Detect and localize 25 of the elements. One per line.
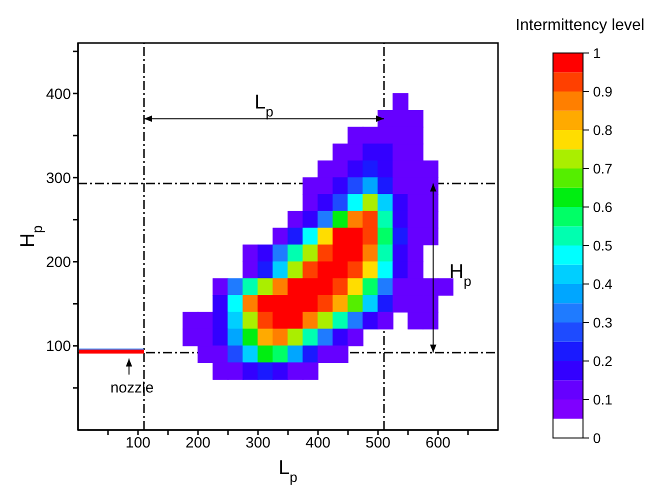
- color-bar-label: 0.1: [593, 392, 613, 408]
- color-bar-label: 0.6: [593, 199, 613, 215]
- x-tick-label: 400: [305, 434, 331, 452]
- color-bar-label: 0: [593, 430, 601, 446]
- color-bar-label: 0.7: [593, 160, 613, 176]
- x-axis-title: L$_{p}$: [278, 457, 298, 485]
- y-tick-label: 300: [46, 170, 71, 187]
- x-tick-label: 300: [245, 434, 271, 452]
- color-bar-label: 0.5: [593, 238, 613, 254]
- color-bar-label: 1: [593, 45, 601, 61]
- y-tick-label: 100: [46, 338, 71, 356]
- color-bar-label: 0.3: [593, 314, 613, 330]
- color-bar-label: 0.2: [593, 353, 613, 369]
- y-tick-label: 200: [46, 254, 71, 272]
- color-bar-title: Intermittency level: [516, 17, 644, 34]
- annotation: L$_{p}$: [254, 92, 274, 120]
- color-bar-label: 0.9: [593, 84, 613, 100]
- x-tick-label: 600: [425, 434, 451, 452]
- annotation: H$_{p}$: [449, 261, 472, 290]
- x-tick-label: 500: [365, 434, 391, 452]
- x-tick-label: 100: [125, 434, 151, 452]
- color-bar-label: 0.8: [593, 122, 613, 138]
- x-tick-label: 200: [185, 434, 211, 452]
- color-bar-label: 0.4: [593, 276, 613, 292]
- y-tick-label: 400: [46, 86, 71, 103]
